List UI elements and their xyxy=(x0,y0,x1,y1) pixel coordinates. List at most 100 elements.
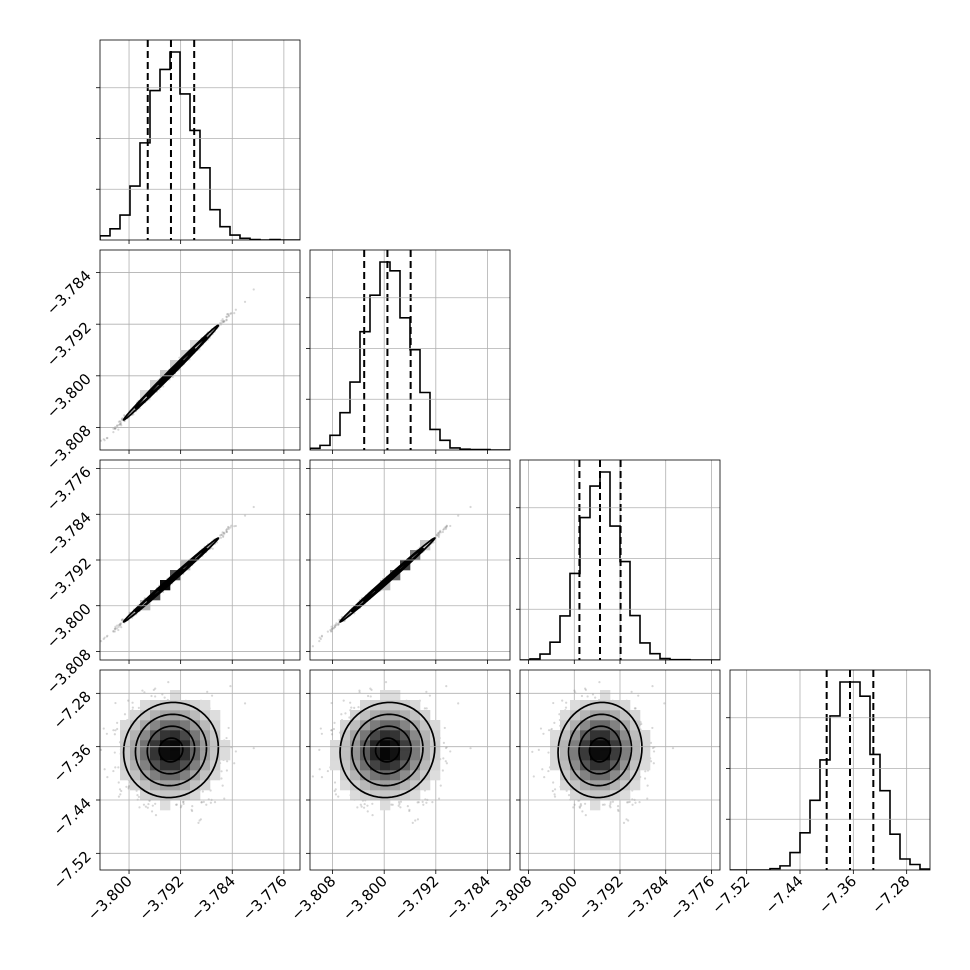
sample-point xyxy=(116,627,119,630)
sample-point xyxy=(116,721,119,725)
sample-point xyxy=(175,803,178,806)
sample-point xyxy=(112,427,115,430)
sample-point xyxy=(117,428,120,431)
sample-point xyxy=(330,629,333,633)
sample-point xyxy=(330,627,334,631)
sample-point xyxy=(137,706,140,709)
sample-point xyxy=(105,635,108,638)
y-tick-label: −3.784 xyxy=(43,508,95,560)
sample-point xyxy=(112,769,115,773)
sample-point xyxy=(127,699,130,702)
sample-point xyxy=(221,784,224,787)
sample-point xyxy=(198,819,201,822)
sample-point xyxy=(167,681,170,684)
sample-point xyxy=(154,802,157,805)
sample-point xyxy=(222,320,225,323)
sample-point xyxy=(119,421,122,424)
sample-point xyxy=(218,534,222,537)
sample-point xyxy=(435,534,438,537)
panel-2-1 xyxy=(306,459,511,664)
sample-point xyxy=(225,316,229,319)
sample-point xyxy=(209,801,212,804)
sample-point xyxy=(191,809,194,813)
sample-point xyxy=(222,320,225,324)
sample-point xyxy=(243,514,247,517)
sample-point xyxy=(229,684,232,688)
sample-point xyxy=(444,525,448,529)
panel-2-0: −3.808−3.800−3.792−3.784−3.776 xyxy=(43,459,301,698)
panel-3-0: −7.52−7.44−7.36−7.28−3.800 −3.792 −3.784 −3… xyxy=(50,669,301,924)
sample-point xyxy=(226,527,229,531)
panel-frame xyxy=(99,459,301,661)
sample-point xyxy=(230,312,233,315)
sample-point xyxy=(435,533,438,536)
sample-point xyxy=(229,312,232,315)
sample-point xyxy=(334,624,338,627)
sample-point xyxy=(229,526,232,529)
sample-point xyxy=(116,424,119,427)
sample-point xyxy=(442,528,445,531)
contour-line xyxy=(122,324,220,421)
sample-point xyxy=(222,535,225,538)
sample-point xyxy=(136,794,139,797)
sample-point xyxy=(119,422,122,425)
sample-point xyxy=(118,623,122,627)
y-tick-label: −3.800 xyxy=(43,370,95,422)
y-tick-label: −3.800 xyxy=(43,600,95,652)
sample-point xyxy=(118,622,122,626)
y-tick-label: −3.808 xyxy=(43,646,95,698)
sample-point xyxy=(142,803,146,806)
sample-point xyxy=(202,800,205,804)
sample-point xyxy=(116,727,119,731)
sample-point xyxy=(225,529,228,532)
sample-point xyxy=(438,533,441,537)
sample-point xyxy=(118,788,122,791)
sample-point xyxy=(119,622,122,625)
sample-point xyxy=(443,526,446,529)
sample-point xyxy=(100,640,103,643)
sample-point xyxy=(182,802,185,806)
sample-point xyxy=(121,618,124,621)
sample-point xyxy=(200,801,203,804)
panel-frame xyxy=(309,459,511,661)
sample-point xyxy=(234,750,237,753)
sample-point xyxy=(225,769,229,772)
panel-2-2 xyxy=(516,459,721,664)
sample-point xyxy=(227,314,230,317)
sample-point xyxy=(227,314,230,318)
y-tick-label: −3.792 xyxy=(43,318,95,370)
sample-point xyxy=(319,637,322,641)
sample-point xyxy=(222,532,225,535)
sample-point xyxy=(320,635,323,638)
density-cell xyxy=(410,550,421,561)
sample-point xyxy=(120,789,123,793)
sample-point xyxy=(154,695,157,698)
sample-point xyxy=(233,762,236,765)
sample-point xyxy=(221,531,224,534)
sample-point xyxy=(225,318,228,321)
sample-point xyxy=(225,319,228,322)
sample-point xyxy=(233,312,236,315)
sample-point xyxy=(191,804,194,808)
sample-point xyxy=(442,527,446,531)
sample-point xyxy=(200,801,203,804)
panel-0-0 xyxy=(96,39,301,244)
sample-point xyxy=(233,525,236,528)
sample-point xyxy=(197,821,200,824)
sample-point xyxy=(120,424,123,427)
sample-point xyxy=(210,694,214,697)
sample-point xyxy=(223,532,226,535)
sample-point xyxy=(234,308,237,311)
panel-frame xyxy=(309,249,511,451)
sample-point xyxy=(437,535,440,538)
sample-point xyxy=(102,637,105,641)
sample-point xyxy=(330,628,333,631)
sample-point xyxy=(330,625,333,628)
sample-point xyxy=(223,319,226,323)
sample-point xyxy=(334,623,337,627)
sample-point xyxy=(220,533,223,537)
sample-point xyxy=(150,694,153,698)
sample-point xyxy=(121,417,124,420)
sample-point xyxy=(223,320,226,323)
